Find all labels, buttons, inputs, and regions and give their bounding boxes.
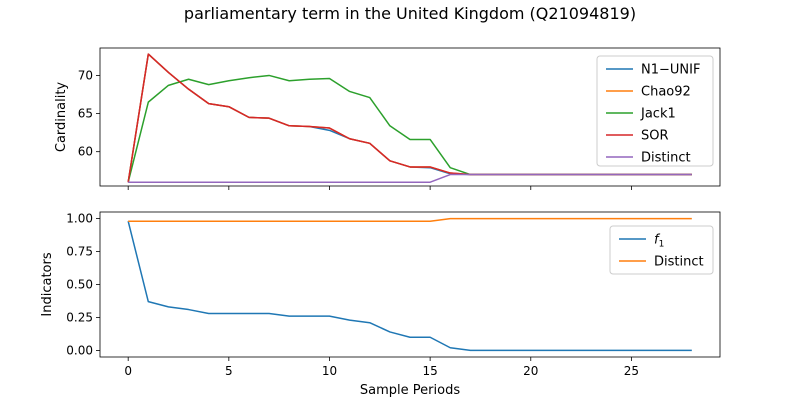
series-line-1-0 [127, 221, 692, 352]
y-axis-label: Indicators [40, 252, 55, 316]
y-tick-label: 1.00 [66, 212, 93, 226]
legend-label: Jack1 [640, 107, 676, 122]
x-tick-label: 0 [124, 364, 132, 378]
legend-box [596, 55, 714, 167]
x-tick-label: 15 [422, 364, 437, 378]
legend-label: Distinct [654, 255, 704, 270]
x-tick-label: 20 [523, 364, 538, 378]
legend: f1 Distinct [609, 225, 714, 275]
legend-label: Distinct [641, 151, 691, 166]
figure-title: parliamentary term in the United Kingdom… [184, 4, 636, 23]
y-tick-label: 65 [78, 107, 93, 121]
y-tick-label: 60 [78, 145, 93, 159]
top-chart-cardinality: 60 65 70 Cardinality N1−UNIF Chao92 Jack1 SOR Di… [54, 47, 721, 190]
legend-label: SOR [641, 129, 669, 144]
series-line-0-4 [128, 173, 692, 183]
y-tick-label: 0.25 [66, 310, 93, 324]
y-tick-label: 0.50 [66, 278, 93, 292]
series-line-1-1 [128, 217, 692, 222]
y-tick-label: 70 [78, 68, 93, 82]
legend: N1−UNIF Chao92 Jack1 SOR Distinct [596, 55, 714, 167]
plot-frame [99, 47, 721, 187]
y-tick-label: 0.75 [66, 245, 93, 259]
x-tick-label: 25 [624, 364, 639, 378]
x-axis-label: Sample Periods [360, 383, 460, 398]
x-tick-label: 10 [322, 364, 337, 378]
y-tick-label: 0.00 [66, 343, 93, 357]
bottom-chart-indicators: 0 5 10 15 20 25 0.00 0.25 0.50 0.75 1.00 Indicators… [40, 212, 721, 398]
y-axis-label: Cardinality [54, 82, 69, 153]
legend-label: f1 [654, 233, 664, 250]
legend-label: Chao92 [641, 85, 691, 100]
legend-box [609, 225, 714, 275]
legend-label: N1−UNIF [641, 63, 700, 78]
x-tick-label: 5 [225, 364, 233, 378]
